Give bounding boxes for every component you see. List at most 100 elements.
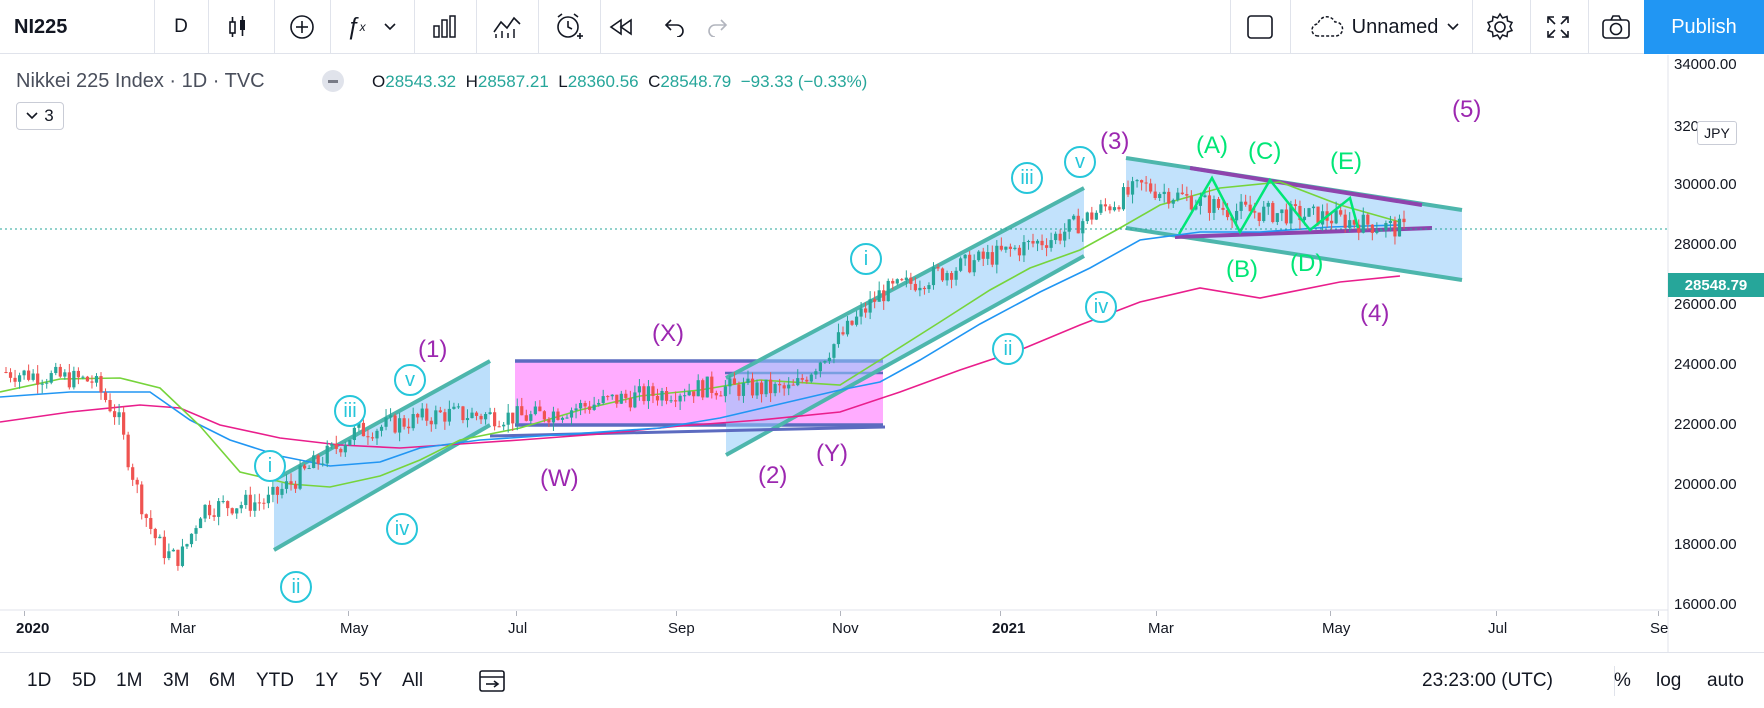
price-chart[interactable]	[0, 55, 1764, 652]
candle-body	[1320, 211, 1325, 225]
wave-label[interactable]: (4)	[1360, 300, 1390, 327]
log-toggle[interactable]: log	[1656, 670, 1682, 691]
range-button-1d[interactable]: 1D	[27, 670, 52, 691]
bar-chart-icon[interactable]	[420, 0, 470, 54]
candle-body	[791, 384, 795, 386]
candle-body	[298, 465, 302, 489]
range-button-1y[interactable]: 1Y	[315, 670, 339, 691]
add-indicator-icon[interactable]	[276, 0, 328, 54]
candle-body	[1221, 207, 1225, 210]
clock-time[interactable]: 23:23:00 (UTC)	[1422, 670, 1553, 691]
range-button-ytd[interactable]: YTD	[256, 670, 294, 691]
wave-label[interactable]: (A)	[1196, 132, 1228, 159]
minor-wave-label[interactable]: iv	[386, 513, 418, 545]
indicators-icon[interactable]	[482, 0, 532, 54]
candle-body	[1207, 195, 1212, 213]
candle-body	[1244, 201, 1248, 205]
chevron-down-icon[interactable]	[378, 0, 402, 54]
candle-body	[1180, 192, 1184, 195]
candle-body	[814, 371, 818, 375]
candle-body	[1235, 210, 1239, 221]
symbol-legend[interactable]: Nikkei 225 Index · 1D · TVC	[16, 70, 265, 92]
minor-wave-label[interactable]: iv	[1085, 291, 1117, 323]
candle-body	[1162, 191, 1166, 195]
candle-body	[637, 386, 641, 393]
layout-icon[interactable]	[1236, 0, 1284, 54]
date-range-icon[interactable]	[478, 667, 508, 695]
percent-toggle[interactable]: %	[1614, 670, 1631, 691]
minor-wave-label[interactable]: ii	[280, 571, 312, 603]
range-button-5d[interactable]: 5D	[72, 670, 97, 691]
publish-button[interactable]: Publish	[1644, 0, 1764, 54]
minor-wave-label[interactable]: iii	[334, 395, 366, 427]
minor-wave-label[interactable]: i	[254, 450, 286, 482]
redo-icon[interactable]	[700, 0, 736, 54]
replay-icon[interactable]	[604, 0, 640, 54]
candle-body	[515, 406, 519, 424]
wave-label[interactable]: (5)	[1452, 96, 1482, 123]
candle-body	[4, 372, 8, 373]
candle-body	[212, 515, 216, 517]
layout-name-button[interactable]: Unnamed	[1300, 0, 1470, 54]
range-button-all[interactable]: All	[402, 670, 424, 691]
candle-body	[375, 430, 379, 439]
eye-toggle-icon[interactable]	[322, 70, 344, 92]
alert-icon[interactable]	[544, 0, 594, 54]
minor-wave-label[interactable]: ii	[992, 333, 1024, 365]
range-button-1m[interactable]: 1M	[116, 670, 143, 691]
candle-body	[1090, 212, 1094, 220]
wave-label[interactable]: (D)	[1290, 250, 1324, 277]
candle-body	[411, 414, 415, 429]
candle-body	[158, 536, 162, 539]
wave-label[interactable]: (3)	[1100, 128, 1130, 155]
candle-body	[556, 411, 560, 420]
candle-body	[719, 395, 723, 397]
wave-label[interactable]: (2)	[758, 462, 788, 489]
chart-pane[interactable]: (1) (2) (3) (4) (5) (W) (X) (Y) (A) (B) (C) (D) (E) i…	[0, 55, 1764, 701]
undo-icon[interactable]	[656, 0, 692, 54]
candle-body	[1339, 210, 1343, 215]
time-tick-label: Nov	[832, 620, 859, 637]
wave-label[interactable]: (B)	[1226, 256, 1258, 283]
wave-label[interactable]: (C)	[1248, 138, 1282, 165]
gear-icon[interactable]	[1476, 0, 1524, 54]
candle-body	[420, 408, 424, 418]
wave-label[interactable]: (Y)	[816, 440, 848, 467]
range-button-6m[interactable]: 6M	[209, 670, 236, 691]
candle-body	[90, 381, 94, 383]
wave-label[interactable]: (W)	[540, 465, 579, 492]
minor-wave-label[interactable]: v	[1064, 146, 1096, 178]
wave-label[interactable]: (X)	[652, 320, 684, 347]
indicators-toggle-button[interactable]: 3	[16, 102, 64, 130]
camera-icon[interactable]	[1592, 0, 1640, 54]
minor-wave-label[interactable]: v	[394, 364, 426, 396]
interval-button[interactable]: D	[174, 16, 188, 37]
candle-body	[900, 279, 904, 281]
candle-body	[370, 437, 375, 439]
candle-body	[660, 391, 664, 401]
time-tick-label: May	[1322, 620, 1351, 637]
candle-body	[76, 370, 80, 378]
candles-icon[interactable]	[212, 0, 264, 54]
auto-toggle[interactable]: auto	[1707, 670, 1744, 691]
symbol-search-button[interactable]: NI225	[14, 15, 68, 38]
wave-label[interactable]: (1)	[418, 336, 448, 363]
wave-label[interactable]: (E)	[1330, 148, 1362, 175]
range-button-3m[interactable]: 3M	[163, 670, 190, 691]
currency-badge[interactable]: JPY	[1697, 121, 1737, 145]
candle-body	[827, 357, 832, 362]
minor-wave-label[interactable]: i	[850, 243, 882, 275]
minor-wave-label[interactable]: iii	[1011, 162, 1043, 194]
candle-body	[732, 378, 737, 385]
candle-body	[1266, 202, 1270, 207]
candle-body	[479, 415, 483, 420]
candle-body	[850, 320, 854, 325]
last-price-tag: 28548.79	[1668, 273, 1764, 297]
candle-body	[1008, 246, 1012, 249]
candle-body	[1054, 233, 1058, 241]
fullscreen-icon[interactable]	[1534, 0, 1582, 54]
candle-body	[171, 549, 175, 552]
candle-body	[289, 481, 293, 485]
range-button-5y[interactable]: 5Y	[359, 670, 383, 691]
